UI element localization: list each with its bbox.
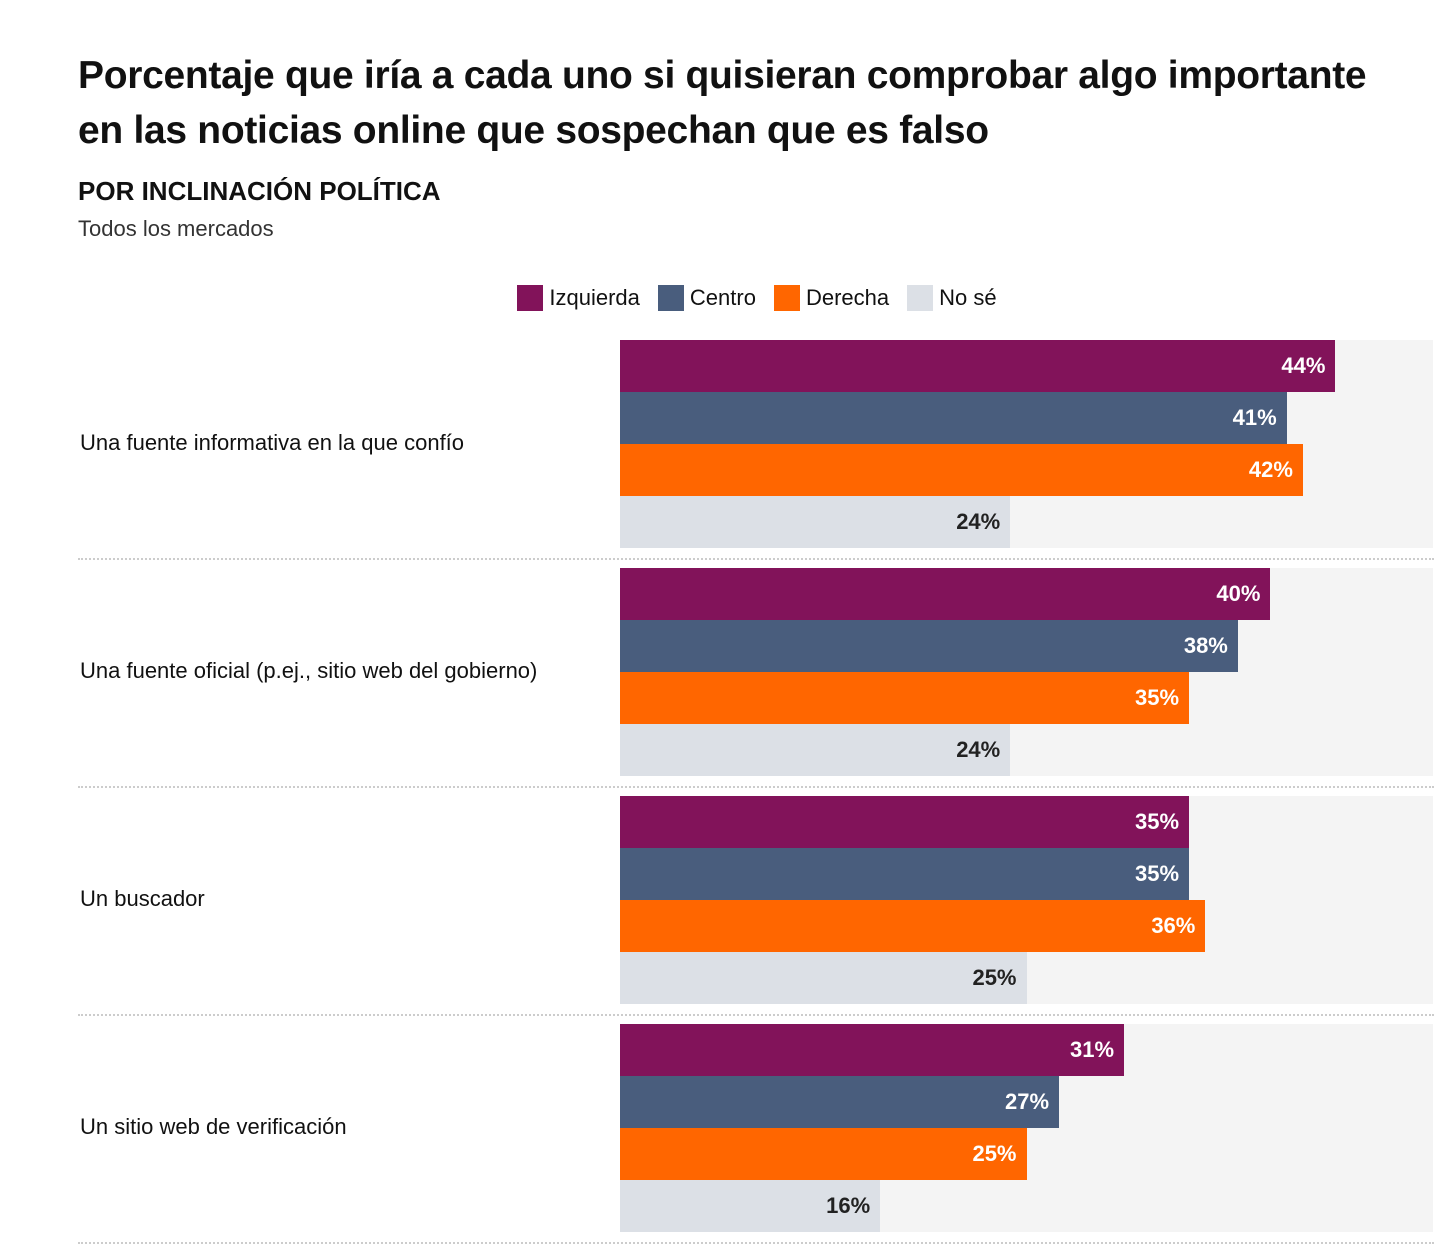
data-label: 35% — [1135, 861, 1180, 886]
data-label: 31% — [1070, 1037, 1115, 1062]
bar-centro — [620, 392, 1287, 444]
bar-centro — [620, 848, 1190, 900]
data-label: 42% — [1248, 457, 1293, 482]
bar-no-s- — [620, 724, 1011, 776]
bar-derecha — [620, 444, 1303, 496]
bar-centro — [620, 1076, 1060, 1128]
chart-note: Todos los mercados — [78, 216, 274, 241]
legend-item: No sé — [907, 285, 997, 311]
bar-izquierda — [620, 796, 1190, 848]
data-label: 24% — [956, 737, 1001, 762]
legend-swatch — [517, 285, 544, 311]
group-separator — [78, 786, 1434, 788]
bar-no-s- — [620, 1180, 881, 1232]
chart-title: Porcentaje que iría a cada uno si quisie… — [78, 54, 1367, 152]
legend-label: Derecha — [805, 285, 890, 310]
category-label: Una fuente oficial (p.ej., sitio web del… — [80, 658, 538, 683]
legend-label: No sé — [939, 285, 997, 310]
bar-izquierda — [620, 1024, 1125, 1076]
category-label: Una fuente informativa en la que confío — [80, 430, 465, 455]
legend-swatch — [773, 285, 800, 311]
data-label: 38% — [1183, 633, 1228, 658]
data-label: 27% — [1004, 1089, 1050, 1114]
legend-label: Centro — [689, 285, 756, 310]
legend-item: Derecha — [773, 285, 890, 311]
group-separator — [78, 558, 1434, 560]
data-label: 16% — [826, 1193, 871, 1218]
group-separator — [78, 1014, 1434, 1016]
legend-swatch — [907, 285, 934, 311]
bar-derecha — [620, 672, 1190, 724]
bar-centro — [620, 620, 1238, 672]
data-label: 35% — [1135, 809, 1180, 834]
bar-no-s- — [620, 496, 1011, 548]
data-label: 25% — [972, 1141, 1017, 1166]
bar-derecha — [620, 1128, 1027, 1180]
legend-swatch — [657, 285, 684, 311]
legend-item: Centro — [657, 285, 756, 311]
legend-label: Izquierda — [549, 285, 640, 310]
data-label: 41% — [1232, 405, 1277, 430]
bar-izquierda — [620, 568, 1271, 620]
bar-no-s- — [620, 952, 1027, 1004]
data-label: 44% — [1281, 353, 1326, 378]
bar-izquierda — [620, 340, 1336, 392]
data-label: 25% — [972, 965, 1017, 990]
data-label: 35% — [1135, 685, 1180, 710]
data-label: 24% — [956, 509, 1001, 534]
chart-subtitle: POR INCLINACIÓN POLÍTICA — [78, 176, 441, 206]
data-label: 36% — [1151, 913, 1196, 938]
legend-item: Izquierda — [517, 285, 640, 311]
bar-derecha — [620, 900, 1206, 952]
data-label: 40% — [1216, 581, 1261, 606]
category-label: Un sitio web de verificación — [80, 1114, 347, 1139]
legend: Izquierda Centro Derecha No sé — [0, 285, 1456, 311]
category-label: Un buscador — [80, 886, 205, 911]
